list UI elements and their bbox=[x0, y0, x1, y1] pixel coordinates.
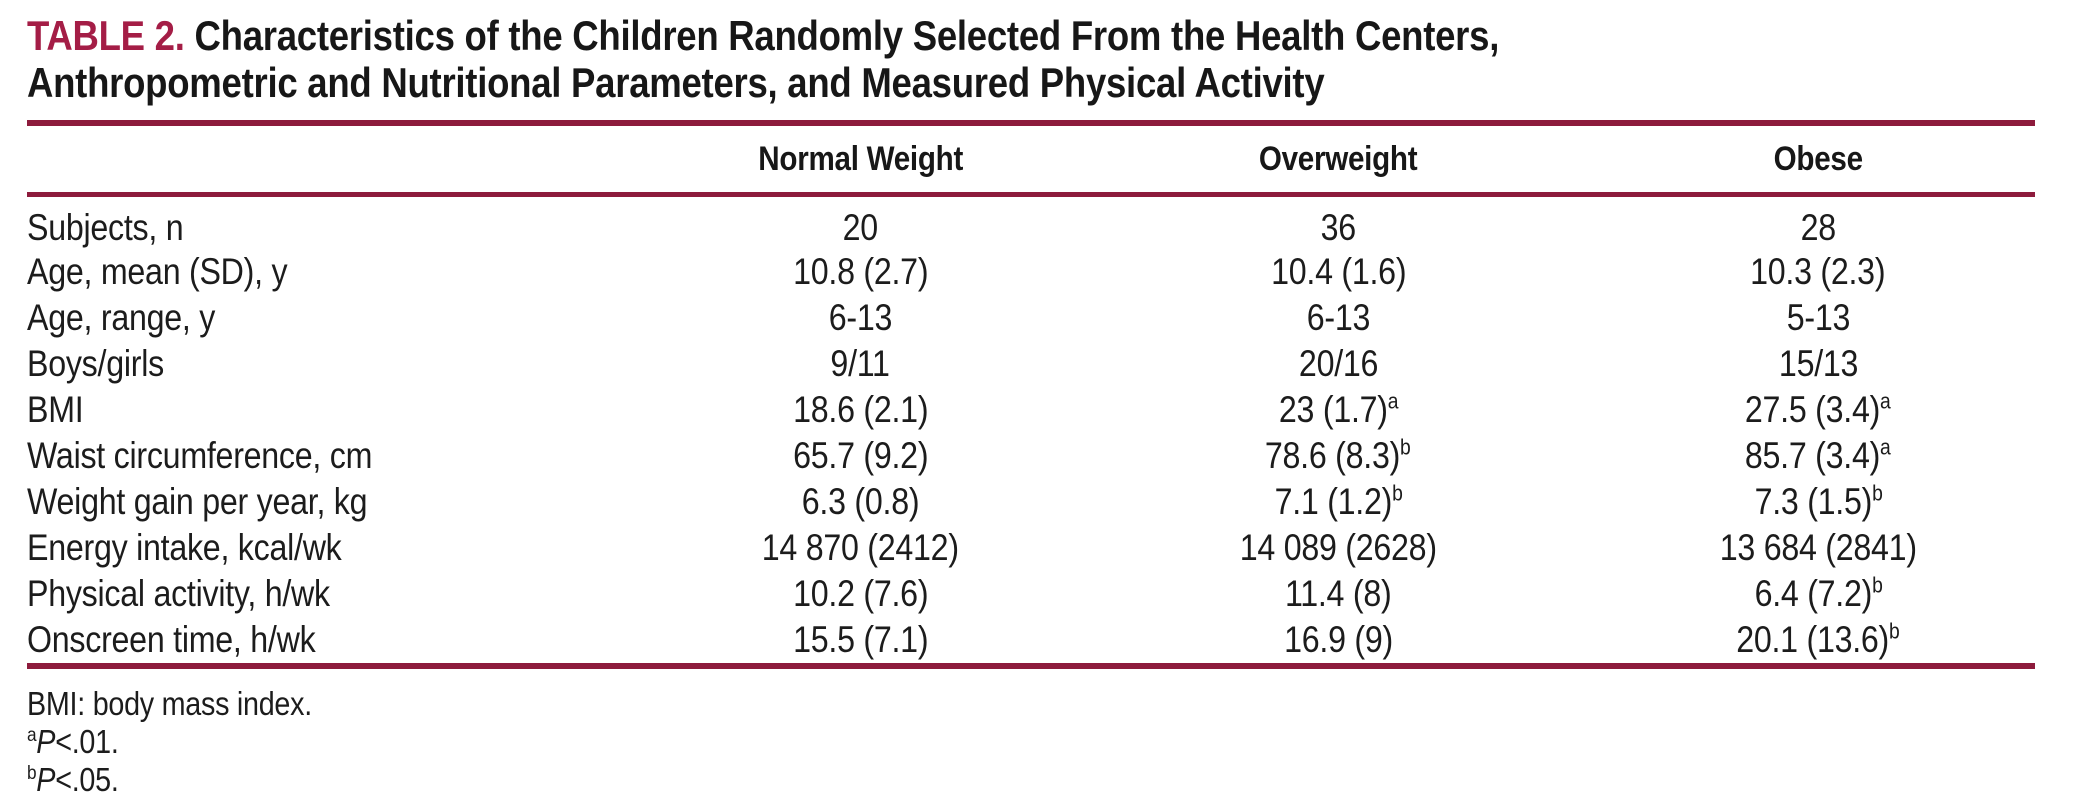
header-overweight: Overweight bbox=[1075, 126, 1602, 197]
value-cell: 6.4 (7.2)b bbox=[1754, 572, 1883, 614]
table-row: Onscreen time, h/wk 15.5 (7.1) 16.9 (9) 20.… bbox=[27, 617, 2035, 663]
abbreviation-note: BMI: body mass index. bbox=[27, 685, 312, 722]
row-label: Waist circumference, cm bbox=[27, 435, 373, 476]
table-title: TABLE 2. Characteristics of the Children… bbox=[27, 12, 1927, 106]
table-row: Age, mean (SD), y 10.8 (2.7) 10.4 (1.6) 10.… bbox=[27, 249, 2035, 295]
value-cell: 18.6 (2.1) bbox=[792, 389, 928, 430]
table-row: BMI 18.6 (2.1) 23 (1.7)a 27.5 (3.4)a bbox=[27, 387, 2035, 433]
row-label: Subjects, n bbox=[27, 207, 184, 248]
value-cell: 27.5 (3.4)a bbox=[1745, 388, 1891, 430]
pvalue-threshold: <.01. bbox=[55, 723, 119, 760]
value-cell: 7.3 (1.5)b bbox=[1754, 480, 1883, 522]
table-row: Age, range, y 6-13 6-13 5-13 bbox=[27, 295, 2035, 341]
significance-superscript: b bbox=[1871, 480, 1883, 506]
header-empty-cell bbox=[27, 126, 646, 197]
value-cell: 20.1 (13.6)b bbox=[1736, 618, 1900, 660]
significance-superscript: a bbox=[1880, 388, 1891, 414]
value-cell: 36 bbox=[1320, 207, 1357, 248]
value-cell: 6-13 bbox=[1306, 297, 1371, 338]
table-row: Waist circumference, cm 65.7 (9.2) 78.6 (8… bbox=[27, 433, 2035, 479]
header-obese: Obese bbox=[1601, 126, 2035, 197]
row-label: Age, mean (SD), y bbox=[27, 251, 288, 292]
significance-superscript: a bbox=[1387, 388, 1398, 414]
table-row: Weight gain per year, kg 6.3 (0.8) 7.1 (1.… bbox=[27, 479, 2035, 525]
table-row: Subjects, n 20 36 28 bbox=[27, 195, 2035, 250]
value-cell: 6-13 bbox=[828, 297, 893, 338]
row-label: BMI bbox=[27, 389, 84, 430]
characteristics-table: Normal Weight Overweight Obese Subjects,… bbox=[27, 126, 2035, 663]
value-cell: 6.3 (0.8) bbox=[801, 481, 920, 522]
value-cell: 78.6 (8.3)b bbox=[1265, 434, 1412, 476]
significance-superscript: b bbox=[1391, 480, 1403, 506]
significance-superscript: b bbox=[1889, 618, 1900, 644]
table-body: Subjects, n 20 36 28 Age, mean (SD), y 10.8 (… bbox=[27, 195, 2035, 664]
value-cell: 85.7 (3.4)a bbox=[1745, 434, 1891, 476]
value-cell: 20 bbox=[842, 207, 879, 248]
value-cell: 10.8 (2.7) bbox=[792, 251, 928, 292]
row-label: Physical activity, h/wk bbox=[27, 573, 330, 614]
value-cell: 23 (1.7)a bbox=[1278, 388, 1399, 430]
value-cell: 13 684 (2841) bbox=[1719, 527, 1917, 568]
value-cell: 20/16 bbox=[1298, 343, 1379, 384]
significance-superscript: a bbox=[1880, 434, 1891, 460]
row-label: Age, range, y bbox=[27, 297, 216, 338]
significance-superscript: b bbox=[1400, 434, 1412, 460]
pvalue-symbol: P bbox=[36, 761, 56, 798]
top-rule bbox=[27, 120, 2035, 126]
value-cell: 10.2 (7.6) bbox=[792, 573, 928, 614]
significance-superscript: b bbox=[1871, 572, 1883, 598]
footnote-marker: a bbox=[27, 724, 37, 746]
table-row: Physical activity, h/wk 10.2 (7.6) 11.4 (8… bbox=[27, 571, 2035, 617]
bottom-rule bbox=[27, 663, 2035, 669]
row-label: Boys/girls bbox=[27, 343, 164, 384]
header-normal-weight: Normal Weight bbox=[645, 126, 1076, 197]
pvalue-note: aP<.01. bbox=[27, 723, 2035, 761]
footnote-marker: b bbox=[27, 762, 37, 784]
value-cell: 11.4 (8) bbox=[1284, 573, 1392, 614]
row-label: Weight gain per year, kg bbox=[27, 481, 368, 522]
value-cell: 5-13 bbox=[1786, 297, 1850, 338]
pvalue-symbol: P bbox=[36, 723, 56, 760]
footnotes: BMI: body mass index. aP<.01. bP<.05. bbox=[27, 685, 2035, 799]
value-cell: 15/13 bbox=[1778, 343, 1858, 384]
pvalue-note: bP<.05. bbox=[27, 761, 2035, 799]
value-cell: 15.5 (7.1) bbox=[792, 619, 928, 660]
row-label: Energy intake, kcal/wk bbox=[27, 527, 342, 568]
value-cell: 16.9 (9) bbox=[1283, 619, 1393, 660]
value-cell: 10.4 (1.6) bbox=[1270, 251, 1406, 292]
value-cell: 65.7 (9.2) bbox=[792, 435, 928, 476]
table-caption: Characteristics of the Children Randomly… bbox=[27, 12, 1500, 106]
pvalue-threshold: <.05. bbox=[55, 761, 119, 798]
value-cell: 28 bbox=[1800, 207, 1836, 248]
table-number-label: TABLE 2. bbox=[27, 12, 185, 59]
table-row: Boys/girls 9/11 20/16 15/13 bbox=[27, 341, 2035, 387]
value-cell: 14 089 (2628) bbox=[1239, 527, 1437, 568]
value-cell: 9/11 bbox=[830, 343, 890, 384]
value-cell: 7.1 (1.2)b bbox=[1274, 480, 1403, 522]
header-row: Normal Weight Overweight Obese bbox=[27, 126, 2035, 197]
value-cell: 10.3 (2.3) bbox=[1750, 251, 1886, 292]
table-row: Energy intake, kcal/wk 14 870 (2412) 14 08… bbox=[27, 525, 2035, 571]
row-label: Onscreen time, h/wk bbox=[27, 619, 316, 660]
value-cell: 14 870 (2412) bbox=[761, 527, 959, 568]
